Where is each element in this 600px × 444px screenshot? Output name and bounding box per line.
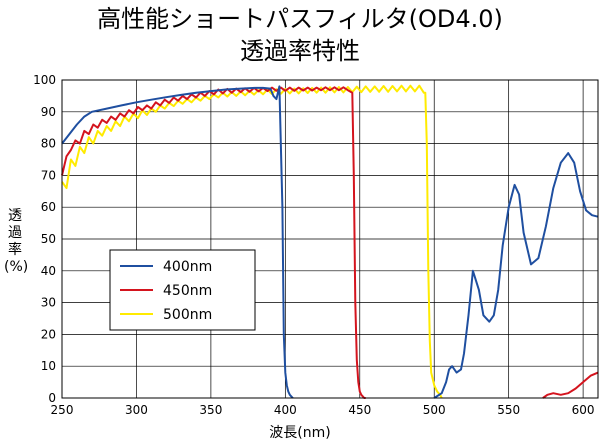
y-axis-label-line: 率 [8,242,22,258]
y-tick-label: 40 [41,264,56,278]
y-tick-label: 0 [48,391,56,405]
series-line-400nm [433,152,599,399]
x-tick-label: 250 [51,403,74,417]
x-tick-label: 600 [572,403,595,417]
y-tick-label: 50 [41,232,56,246]
series-line-450nm [61,86,366,399]
ticks-group: 0 10 20 30 40 50 60 70 80 90 100 250 300 350 400 450 500… [33,73,594,417]
legend-entry: 500nm [163,307,212,323]
chart-subtitle: 透過率特性 [240,37,360,65]
y-tick-label: 10 [41,359,56,373]
y-tick-label: 20 [41,327,56,341]
series-group [61,84,599,399]
legend: 400nm 450nm 500nm [109,249,256,331]
grid [62,80,598,398]
series-line-500nm [61,84,443,399]
x-tick-label: 450 [348,403,371,417]
y-tick-label: 90 [41,105,56,119]
plot-frame [61,79,599,399]
x-tick-label: 300 [125,403,148,417]
x-tick-label: 550 [497,403,520,417]
series-line-450nm [542,371,599,399]
y-tick-label: 100 [33,73,56,87]
y-tick-label: 80 [41,137,56,151]
legend-entry: 400nm [163,259,212,275]
y-axis-label-line: (%) [4,259,29,275]
legend-entry: 450nm [163,283,212,299]
y-tick-label: 30 [41,296,56,310]
x-axis-label: 波長(nm) [269,425,331,441]
x-tick-label: 500 [423,403,446,417]
y-tick-label: 60 [41,200,56,214]
x-tick-label: 350 [199,403,222,417]
chart-title: 高性能ショートパスフィルタ(OD4.0) [97,5,503,33]
x-tick-label: 400 [274,403,297,417]
y-tick-label: 70 [41,168,56,182]
y-axis-label-line: 透 [8,208,22,224]
y-axis-label: 透 過 率 (%) [4,208,29,276]
y-axis-label-line: 過 [8,225,22,241]
series-line-400nm [61,85,294,399]
